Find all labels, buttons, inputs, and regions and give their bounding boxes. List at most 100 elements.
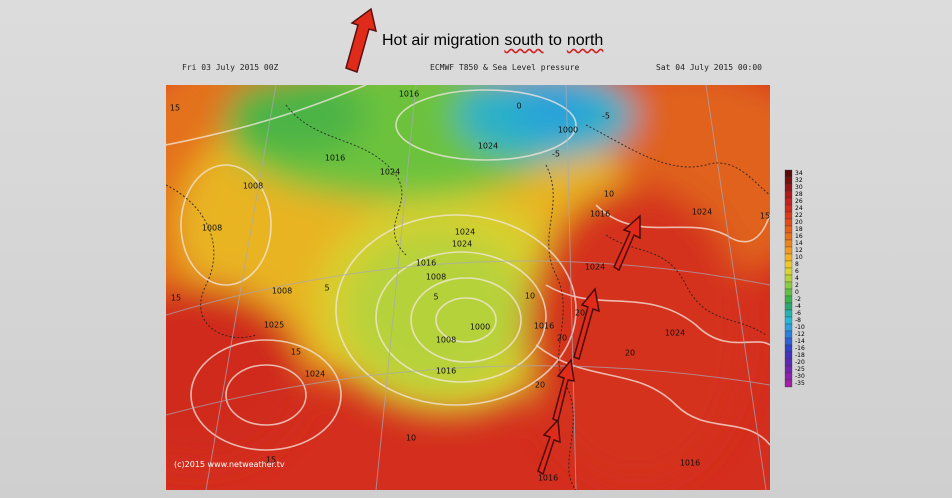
legend-label: -8 — [795, 317, 801, 324]
legend-swatch — [784, 316, 793, 325]
legend-label: -6 — [795, 310, 801, 317]
legend-swatch — [784, 218, 793, 227]
isobar-label: 1024 — [585, 263, 605, 272]
legend-label: 12 — [795, 247, 803, 254]
legend-label: -2 — [795, 296, 801, 303]
isobar-label: 1016 — [416, 259, 436, 268]
legend-swatch — [784, 274, 793, 283]
legend-swatch — [784, 225, 793, 234]
legend-label: 6 — [795, 268, 799, 275]
legend-label: -18 — [795, 352, 805, 359]
legend-label: -12 — [795, 331, 805, 338]
graticule — [166, 85, 770, 490]
isobar-label: 1000 — [470, 323, 490, 332]
temperature-label: 10 — [604, 190, 614, 199]
legend-swatch — [784, 281, 793, 290]
legend-swatch — [784, 379, 793, 388]
legend-swatch — [784, 246, 793, 255]
temperature-label: 15 — [266, 456, 276, 465]
isobar-label: 1024 — [452, 240, 472, 249]
legend-swatch — [784, 288, 793, 297]
center-caption: ECMWF T850 & Sea Level pressure — [430, 63, 580, 72]
legend-label: -10 — [795, 324, 805, 331]
legend-swatch — [784, 204, 793, 213]
isobar-label: 1008 — [243, 182, 263, 191]
legend-label: 4 — [795, 275, 799, 282]
legend-label: -14 — [795, 338, 805, 345]
temperature-label: 15 — [171, 294, 181, 303]
temperature-label: -5 — [602, 112, 610, 121]
legend-swatch — [784, 197, 793, 206]
temperature-label: 0 — [516, 102, 521, 111]
legend-label: 8 — [795, 261, 799, 268]
isobar-label: 1016 — [534, 322, 554, 331]
temperature-label: 20 — [535, 381, 545, 390]
legend-swatch — [784, 372, 793, 381]
legend-swatch — [784, 358, 793, 367]
legend-label: 24 — [795, 205, 803, 212]
temperature-label: 5 — [324, 284, 329, 293]
legend-swatch — [784, 169, 793, 178]
headline-arrow-layer — [345, 7, 378, 73]
legend-swatch — [784, 211, 793, 220]
legend-label: 0 — [795, 289, 799, 296]
temperature-label: 15 — [170, 104, 180, 113]
headline-text: north — [566, 32, 604, 49]
isobar-label: 1024 — [455, 228, 475, 237]
legend-swatch — [784, 232, 793, 241]
isobar-label: 1024 — [692, 208, 712, 217]
temperature-field: 1016 1016 1024 1024 1008 1008 1024 1024 1016 1008… — [166, 85, 770, 490]
legend-swatch — [784, 344, 793, 353]
temperature-label: 10 — [406, 434, 416, 443]
legend-label: 18 — [795, 226, 803, 233]
temperature-label: -5 — [552, 150, 560, 159]
legend-label: 14 — [795, 240, 803, 247]
isobar-label: 1016 — [436, 367, 456, 376]
isobar-label: 1008 — [202, 224, 222, 233]
credit: (c)2015 www.netweather.tv — [174, 460, 285, 469]
legend-swatch — [784, 260, 793, 269]
isobar-label: 1024 — [665, 329, 685, 338]
legend-label: 22 — [795, 212, 803, 219]
isobar-label: 1024 — [380, 168, 400, 177]
legend-swatch — [784, 190, 793, 199]
temperature-label: 15 — [291, 348, 301, 357]
migration-arrows — [537, 214, 641, 476]
legend-swatch — [784, 253, 793, 262]
legend-swatch — [784, 295, 793, 304]
legend-swatch — [784, 239, 793, 248]
legend-label: -35 — [795, 380, 805, 387]
legend-swatch — [784, 330, 793, 339]
color-legend: 3432302826242220181614121086420-2-4-6-8-… — [784, 169, 805, 388]
legend-label: -16 — [795, 345, 805, 352]
isobar-label: 1016 — [325, 154, 345, 163]
legend-swatch — [784, 183, 793, 192]
headline-text: Hot air migration — [382, 32, 500, 49]
temperature-label: 20 — [557, 334, 567, 343]
legend-label: -20 — [795, 359, 805, 366]
headline-text: south — [504, 32, 544, 49]
isobar-label: 1008 — [436, 336, 456, 345]
legend-swatch — [784, 337, 793, 346]
legend-swatch — [784, 351, 793, 360]
legend-label: -25 — [795, 366, 805, 373]
legend-swatch — [784, 302, 793, 311]
legend-label: 20 — [795, 219, 803, 226]
legend-label: 16 — [795, 233, 803, 240]
temperature-label: 20 — [575, 309, 585, 318]
weather-map: 1016 1016 1024 1024 1008 1008 1024 1024 1016 1008… — [166, 85, 770, 490]
isobar-label: 1025 — [264, 321, 284, 330]
temperature-label: 15 — [760, 212, 770, 221]
headline-arrow — [345, 7, 378, 73]
legend-label: 30 — [795, 184, 803, 191]
isobar-label: 1008 — [426, 273, 446, 282]
legend-swatch — [784, 267, 793, 276]
legend-label: -4 — [795, 303, 801, 310]
isobar-label: 1016 — [680, 459, 700, 468]
coastlines — [166, 104, 770, 490]
isobar-label: 1008 — [272, 287, 292, 296]
temperature-label: 20 — [625, 349, 635, 358]
legend-swatch — [784, 365, 793, 374]
isobar-label: 1016 — [590, 210, 610, 219]
